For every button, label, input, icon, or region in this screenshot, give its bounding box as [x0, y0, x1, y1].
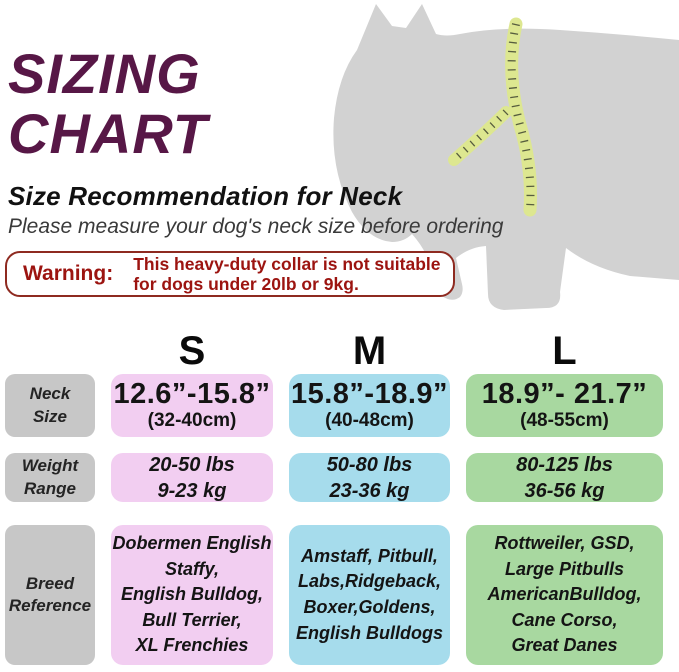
breed-reference-l: Rottweiler, GSD, Large Pitbulls American…: [466, 525, 663, 665]
size-header-l: L: [552, 329, 577, 373]
row-label-text: Weight Range: [21, 456, 79, 498]
page-title-line1: SIZING: [8, 42, 201, 105]
page-title: SIZING CHART: [8, 44, 208, 164]
weight-range-m: 50-80 lbs 23-36 kg: [289, 453, 450, 502]
breed-reference-s: Dobermen English Staffy, English Bulldog…: [111, 525, 273, 665]
breed-reference-s-text: Dobermen English Staffy, English Bulldog…: [112, 533, 272, 656]
neck-size-m: 15.8”-18.9” (40-48cm): [289, 374, 450, 437]
size-header-s: S: [178, 329, 206, 373]
weight-range-s: 20-50 lbs 9-23 kg: [111, 453, 273, 502]
dog-silhouette-svg: [333, 4, 679, 310]
row-label-text: Neck Size: [29, 384, 71, 426]
page-title-line2: CHART: [8, 102, 208, 165]
neck-size-l-inches: 18.9”- 21.7”: [481, 378, 648, 411]
dog-body-shape: [333, 4, 679, 310]
breed-reference-m-text: Amstaff, Pitbull, Labs,Ridgeback, Boxer,…: [296, 545, 443, 643]
neck-size-m-inches: 15.8”-18.9”: [290, 378, 449, 411]
size-table: S M L Neck Size 12.6”-15.8” (32-40cm) 15…: [5, 330, 665, 665]
neck-size-s: 12.6”-15.8” (32-40cm): [111, 374, 273, 437]
weight-range-l: 80-125 lbs 36-56 kg: [466, 453, 663, 502]
row-label-breed-reference: Breed Reference: [5, 525, 95, 665]
row-label-neck-size: Neck Size: [5, 374, 95, 437]
breed-reference-l-text: Rottweiler, GSD, Large Pitbulls American…: [487, 533, 642, 656]
page-subtitle: Size Recommendation for Neck: [8, 181, 403, 211]
warning-text: This heavy-duty collar is not suitable f…: [133, 253, 441, 294]
warning-box: Warning: This heavy-duty collar is not s…: [5, 251, 455, 297]
measuring-tape-ticks-branch: [451, 109, 509, 163]
row-label-text: Breed Reference: [8, 573, 92, 615]
measuring-tape-main: [505, 17, 537, 217]
row-label-weight-range: Weight Range: [5, 453, 95, 502]
neck-size-l: 18.9”- 21.7” (48-55cm): [466, 374, 663, 437]
weight-range-s-text: 20-50 lbs 9-23 kg: [149, 453, 235, 502]
dog-illustration: [330, 0, 679, 320]
weight-range-l-text: 80-125 lbs 36-56 kg: [516, 453, 613, 502]
size-header-m: M: [352, 329, 387, 373]
measure-note: Please measure your dog's neck size befo…: [8, 215, 504, 238]
neck-size-s-inches: 12.6”-15.8”: [113, 378, 271, 411]
warning-label: Warning:: [23, 262, 114, 285]
neck-size-m-cm: (40-48cm): [325, 410, 414, 431]
breed-reference-m: Amstaff, Pitbull, Labs,Ridgeback, Boxer,…: [289, 525, 450, 665]
weight-range-m-text: 50-80 lbs 23-36 kg: [326, 453, 413, 502]
neck-size-l-cm: (48-55cm): [520, 410, 609, 431]
neck-size-s-cm: (32-40cm): [147, 410, 237, 431]
